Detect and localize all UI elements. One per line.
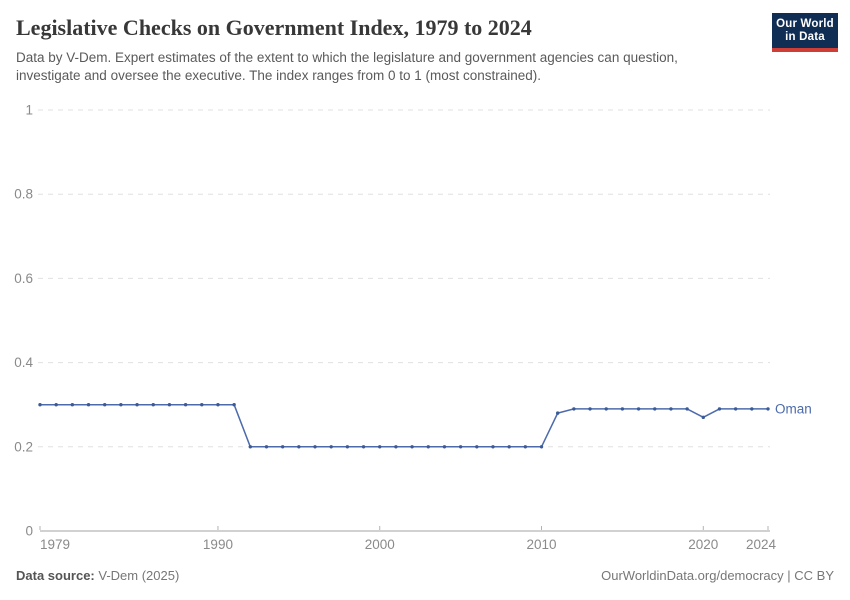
chart-subtitle: Data by V-Dem. Expert estimates of the e… xyxy=(16,50,678,83)
y-axis-tick-label: 0.6 xyxy=(14,271,33,286)
data-point[interactable] xyxy=(620,407,625,411)
chart-footer: Data source: V-Dem (2025) OurWorldinData… xyxy=(16,568,834,583)
owid-logo-line1: Our World xyxy=(776,17,834,30)
x-axis-tick-label: 2000 xyxy=(365,537,395,552)
y-axis-tick-label: 0.4 xyxy=(14,355,33,370)
data-point[interactable] xyxy=(248,445,253,449)
data-point[interactable] xyxy=(442,445,447,449)
data-point[interactable] xyxy=(200,403,204,407)
data-point[interactable] xyxy=(378,445,382,449)
x-axis-tick-label: 2010 xyxy=(526,537,556,552)
owid-logo-line2: in Data xyxy=(785,30,825,43)
data-point[interactable] xyxy=(523,445,528,449)
data-source-label: Data source: xyxy=(16,568,95,583)
data-point[interactable] xyxy=(750,407,754,411)
data-point[interactable] xyxy=(86,403,91,407)
data-point[interactable] xyxy=(669,407,673,411)
x-axis-tick-label: 1990 xyxy=(203,537,233,552)
oman-line-series[interactable] xyxy=(40,403,768,448)
data-point[interactable] xyxy=(183,403,188,407)
data-point[interactable] xyxy=(38,403,42,407)
data-point[interactable] xyxy=(103,403,107,407)
data-point[interactable] xyxy=(70,403,75,407)
data-point[interactable] xyxy=(539,445,544,449)
data-point[interactable] xyxy=(329,445,333,449)
data-point[interactable] xyxy=(232,403,236,407)
data-point[interactable] xyxy=(264,445,269,449)
data-point[interactable] xyxy=(588,407,592,411)
x-axis-tick-label: 2024 xyxy=(746,537,777,552)
data-point[interactable] xyxy=(394,445,398,449)
data-point[interactable] xyxy=(733,407,738,411)
data-point[interactable] xyxy=(507,445,511,449)
data-point[interactable] xyxy=(297,445,301,449)
data-point[interactable] xyxy=(555,411,560,415)
data-source: Data source: V-Dem (2025) xyxy=(16,568,179,583)
chart-header: Legislative Checks on Government Index, … xyxy=(16,14,754,84)
data-point[interactable] xyxy=(491,445,495,449)
data-point[interactable] xyxy=(361,445,366,449)
data-point[interactable] xyxy=(766,407,770,411)
y-axis-tick-label: 0.8 xyxy=(14,187,33,202)
data-point[interactable] xyxy=(717,407,722,411)
y-axis-tick-label: 0 xyxy=(25,524,33,539)
data-point[interactable] xyxy=(572,407,576,411)
data-point[interactable] xyxy=(458,445,463,449)
data-source-value: V-Dem (2025) xyxy=(98,568,180,583)
data-point[interactable] xyxy=(54,403,58,407)
license-link[interactable]: OurWorldinData.org/democracy | CC BY xyxy=(601,568,834,583)
data-point[interactable] xyxy=(475,445,479,449)
y-axis-tick-label: 1 xyxy=(25,103,33,118)
data-point[interactable] xyxy=(653,407,657,411)
data-point[interactable] xyxy=(345,445,350,449)
data-point[interactable] xyxy=(410,445,414,449)
data-point[interactable] xyxy=(313,445,317,449)
data-point[interactable] xyxy=(216,403,220,407)
data-point[interactable] xyxy=(604,407,608,411)
owid-logo[interactable]: Our World in Data xyxy=(772,13,838,52)
y-axis-tick-label: 0.2 xyxy=(14,439,33,454)
data-point[interactable] xyxy=(167,403,172,407)
data-point[interactable] xyxy=(280,445,285,449)
series-label-oman[interactable]: Oman xyxy=(775,401,812,416)
x-axis-tick-label: 1979 xyxy=(40,537,70,552)
page-title: Legislative Checks on Government Index, … xyxy=(16,15,532,40)
data-point[interactable] xyxy=(685,407,689,411)
data-point[interactable] xyxy=(636,407,641,411)
data-point[interactable] xyxy=(135,403,139,407)
data-point[interactable] xyxy=(701,415,705,420)
data-point[interactable] xyxy=(151,403,155,407)
data-point[interactable] xyxy=(426,445,430,449)
data-point[interactable] xyxy=(119,403,123,407)
x-axis-tick-label: 2020 xyxy=(688,537,718,552)
